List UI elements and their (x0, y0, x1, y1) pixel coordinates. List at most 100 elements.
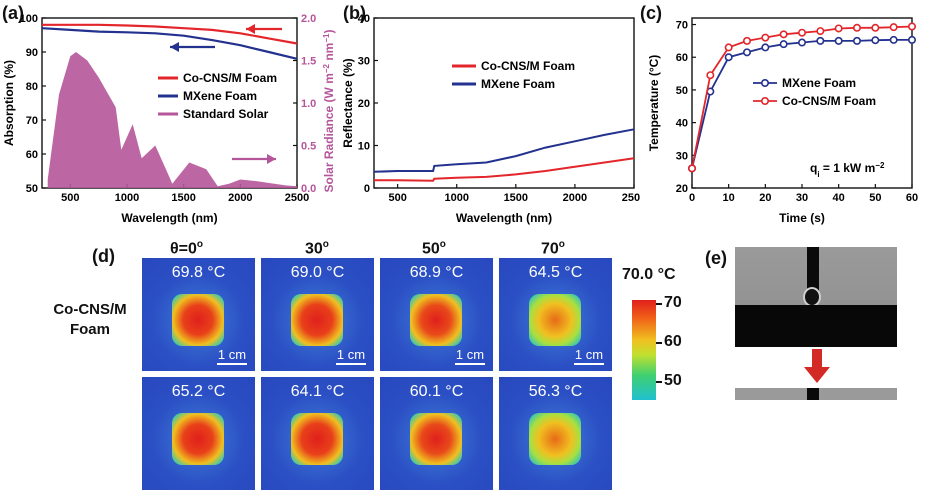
chart-c-xtick-label-40: 40 (833, 192, 845, 204)
hot-spot (410, 413, 462, 465)
thermal-image-row1-1: 69.0 °C 1 cm (261, 258, 374, 371)
chart-b-xtick-label-2500: 2500 (622, 192, 640, 204)
chart-c-point-0-12 (907, 35, 916, 44)
thermal-temperature-row2-2: 60.1 °C (409, 383, 464, 400)
thermal-image-row1-3: 64.5 °C 1 cm (499, 258, 612, 371)
scale-bar: 1 cm (574, 347, 604, 365)
panel-d-label: (d) (92, 246, 115, 266)
chart-b-ytick-label-30: 30 (358, 56, 370, 68)
chart-c-point-1-1 (706, 71, 715, 80)
hot-spot (172, 294, 224, 346)
chart-a-xtick-label-2000: 2000 (228, 192, 252, 204)
chart-b-xtick-label-1000: 1000 (444, 192, 468, 204)
colorbar (632, 300, 656, 400)
chart-a-ytick-label-60: 60 (26, 149, 38, 161)
chart-c-ytick-label-40: 40 (676, 118, 688, 130)
chart-c-ytick-label-60: 60 (676, 52, 688, 64)
panel-a-label: (a) (2, 3, 24, 23)
chart-c-legend-swatch-dot-0 (761, 79, 770, 88)
chart-b-plot-frame (373, 17, 635, 189)
chart-b-xtick-label-1500: 1500 (504, 192, 528, 204)
thermal-image-row2-1: 64.1 °C (261, 377, 374, 490)
chart-c-legend-swatch-dot-1 (761, 97, 770, 106)
chart-c-point-0-9 (853, 36, 862, 45)
chart-c-ytick-label-70: 70 (676, 20, 688, 32)
chart-c-point-1-0 (687, 164, 696, 173)
chart-c-point-0-4 (761, 43, 770, 52)
chart-a-ytick-right-label-0.0: 0.0 (301, 183, 316, 195)
hot-spot (291, 413, 343, 465)
droplet-photo-top (735, 247, 897, 347)
colorbar-tick-label-70: 70 (664, 294, 682, 311)
chart-b-legend-1: MXene Foam (481, 77, 555, 91)
chart-a-ytick-label-90: 90 (26, 47, 38, 59)
chart-a-series-mxene-foam (41, 27, 298, 60)
chart-a-xtick-label-1500: 1500 (171, 192, 195, 204)
chart-c-point-0-10 (871, 36, 880, 45)
chart-c-xtick-label-30: 30 (796, 192, 808, 204)
scale-bar-line (574, 363, 604, 365)
colorbar-tick-60 (656, 342, 662, 344)
chart-a-arrow-purple-head (267, 154, 276, 164)
chart-c-point-1-5 (779, 30, 788, 39)
hot-spot (410, 294, 462, 346)
chart-b-xtick-label-2000: 2000 (563, 192, 587, 204)
chart-c-ylabel: Temperature (°C) (647, 55, 661, 152)
needle-bottom (807, 388, 819, 400)
angle-label-0: θ=0o (170, 239, 203, 258)
chart-a-ytick-right-label-0.5: 0.5 (301, 141, 316, 153)
chart-b-ytick-label-10: 10 (358, 141, 370, 153)
chart-c-xtick-label-50: 50 (869, 192, 881, 204)
angle-label-70: 70o (541, 239, 565, 258)
thermal-temperature-row2-3: 56.3 °C (528, 383, 583, 400)
chart-a-legend-standard-solar: Standard Solar (183, 107, 269, 121)
scale-bar-label: 1 cm (336, 347, 366, 362)
chart-c-point-1-3 (743, 36, 752, 45)
chart-a-ytick-right-label-1.0: 1.0 (301, 98, 316, 110)
chart-c-point-1-9 (853, 23, 862, 32)
droplet-photo-bottom (735, 388, 897, 400)
chart-c-point-1-8 (834, 24, 843, 33)
droplet (803, 287, 821, 307)
chart-a-xtick-label-500: 500 (61, 192, 79, 204)
thermal-image-row1-2: 68.9 °C 1 cm (380, 258, 493, 371)
chart-a-xlabel: Wavelength (nm) (121, 211, 217, 225)
chart-a-ytick-label-100: 100 (20, 13, 38, 25)
thermal-image-row2-3: 56.3 °C (499, 377, 612, 490)
chart-c-point-1-6 (798, 28, 807, 37)
chart-c-point-0-6 (798, 38, 807, 47)
chart-c: 0 10 20 30 40 50 60 20 30 40 50 60 70 MXene Foam Co-CN… (647, 17, 918, 225)
chart-c-xtick-label-0: 0 (689, 192, 695, 204)
chart-b-series-mxene-foam (373, 128, 635, 173)
chart-c-point-0-2 (724, 53, 733, 62)
chart-c-point-1-7 (816, 27, 825, 36)
colorbar-tick-70 (656, 303, 662, 305)
row-label-co-cns-m-foam: Co-CNS/M Foam (53, 301, 127, 338)
chart-b-legend-0: Co-CNS/M Foam (481, 59, 575, 73)
chart-c-xlabel: Time (s) (779, 211, 825, 225)
scale-bar: 1 cm (455, 347, 485, 365)
chart-a-legend-co-cns-m-foam: Co-CNS/M Foam (183, 71, 277, 85)
chart-b-xlabel: Wavelength (nm) (456, 211, 552, 225)
chart-c-point-1-10 (871, 23, 880, 32)
chart-c-point-0-7 (816, 36, 825, 45)
chart-c-xtick-label-20: 20 (759, 192, 771, 204)
angle-label-30: 30o (305, 239, 329, 258)
chart-a: 500 1000 1500 2000 2500 50 60 70 80 90 100 0.0 0.5 1.… (2, 13, 336, 225)
thermal-image-row2-0: 65.2 °C (142, 377, 255, 490)
chart-b-xtick-label-500: 500 (388, 192, 406, 204)
thermal-temperature-row1-2: 68.9 °C (409, 264, 464, 281)
chart-a-ytick-label-50: 50 (26, 183, 38, 195)
chart-c-point-1-4 (761, 33, 770, 42)
chart-a-xtick-label-2500: 2500 (285, 192, 309, 204)
chart-a-series-standard-solar (47, 52, 298, 188)
chart-a-series-co-cns-m-foam (42, 23, 298, 45)
needle (807, 247, 819, 293)
chart-a-ytick-right-label-2.0: 2.0 (301, 13, 316, 25)
scale-bar: 1 cm (336, 347, 366, 365)
scale-bar-label: 1 cm (455, 347, 485, 362)
hot-spot (172, 413, 224, 465)
chart-b-ytick-label-40: 40 (358, 13, 370, 25)
angle-label-50: 50o (422, 239, 446, 258)
chart-c-annotation: qi = 1 kW m−2 (810, 161, 885, 179)
